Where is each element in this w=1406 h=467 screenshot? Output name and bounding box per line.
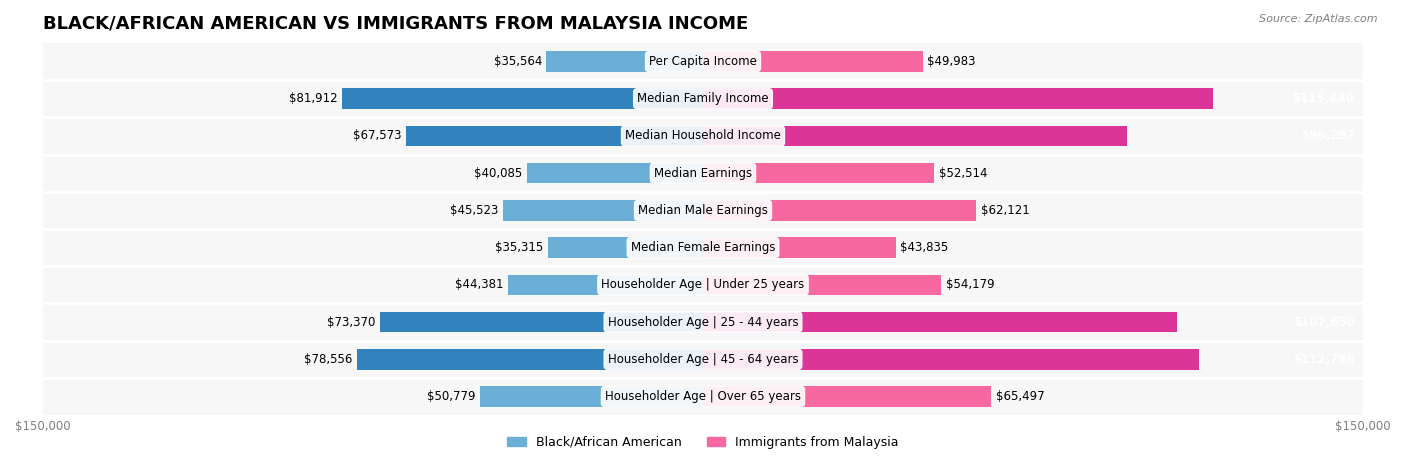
Bar [42, 43, 1364, 80]
Text: $78,556: $78,556 [305, 353, 353, 366]
Text: BLACK/AFRICAN AMERICAN VS IMMIGRANTS FROM MALAYSIA INCOME: BLACK/AFRICAN AMERICAN VS IMMIGRANTS FRO… [42, 15, 748, 33]
Text: $45,523: $45,523 [450, 204, 498, 217]
Text: $50,779: $50,779 [426, 390, 475, 403]
Bar [527, 163, 703, 184]
Text: $43,835: $43,835 [900, 241, 949, 254]
Text: $52,514: $52,514 [939, 167, 987, 180]
Text: $35,564: $35,564 [494, 55, 543, 68]
Text: $107,650: $107,650 [1292, 316, 1354, 329]
Legend: Black/African American, Immigrants from Malaysia: Black/African American, Immigrants from … [502, 431, 904, 453]
Bar [703, 88, 1213, 109]
Bar [42, 192, 1364, 229]
Bar [703, 163, 934, 184]
Text: Householder Age | Under 25 years: Householder Age | Under 25 years [602, 278, 804, 291]
Text: Per Capita Income: Per Capita Income [650, 55, 756, 68]
Bar [703, 200, 976, 220]
Text: $62,121: $62,121 [981, 204, 1029, 217]
Bar [380, 312, 703, 333]
Text: Householder Age | Over 65 years: Householder Age | Over 65 years [605, 390, 801, 403]
Bar [42, 229, 1364, 266]
Text: $49,983: $49,983 [928, 55, 976, 68]
Bar [42, 80, 1364, 117]
Text: Householder Age | 25 - 44 years: Householder Age | 25 - 44 years [607, 316, 799, 329]
Bar [703, 237, 896, 258]
Text: Median Male Earnings: Median Male Earnings [638, 204, 768, 217]
Text: $112,796: $112,796 [1292, 353, 1354, 366]
Text: $96,292: $96,292 [1301, 129, 1354, 142]
Bar [42, 340, 1364, 378]
Bar [42, 378, 1364, 415]
Text: Householder Age | 45 - 64 years: Householder Age | 45 - 64 years [607, 353, 799, 366]
Text: Median Earnings: Median Earnings [654, 167, 752, 180]
Bar [479, 386, 703, 407]
Text: $44,381: $44,381 [454, 278, 503, 291]
Bar [343, 88, 703, 109]
Bar [42, 117, 1364, 155]
Bar [703, 312, 1177, 333]
Text: $115,880: $115,880 [1292, 92, 1354, 105]
Bar [703, 51, 922, 72]
Bar [703, 126, 1126, 146]
Text: $65,497: $65,497 [995, 390, 1045, 403]
Bar [547, 51, 703, 72]
Text: Median Family Income: Median Family Income [637, 92, 769, 105]
Bar [42, 155, 1364, 192]
Bar [703, 275, 942, 295]
Bar [42, 266, 1364, 304]
Bar [357, 349, 703, 369]
Bar [42, 304, 1364, 340]
Text: Median Household Income: Median Household Income [626, 129, 780, 142]
Text: $35,315: $35,315 [495, 241, 543, 254]
Text: $81,912: $81,912 [290, 92, 337, 105]
Bar [703, 349, 1199, 369]
Text: Median Female Earnings: Median Female Earnings [631, 241, 775, 254]
Bar [508, 275, 703, 295]
Text: $67,573: $67,573 [353, 129, 401, 142]
Bar [405, 126, 703, 146]
Bar [703, 386, 991, 407]
Text: $40,085: $40,085 [474, 167, 522, 180]
Bar [502, 200, 703, 220]
Text: $54,179: $54,179 [946, 278, 994, 291]
Text: $73,370: $73,370 [328, 316, 375, 329]
Text: Source: ZipAtlas.com: Source: ZipAtlas.com [1260, 14, 1378, 24]
Bar [547, 237, 703, 258]
